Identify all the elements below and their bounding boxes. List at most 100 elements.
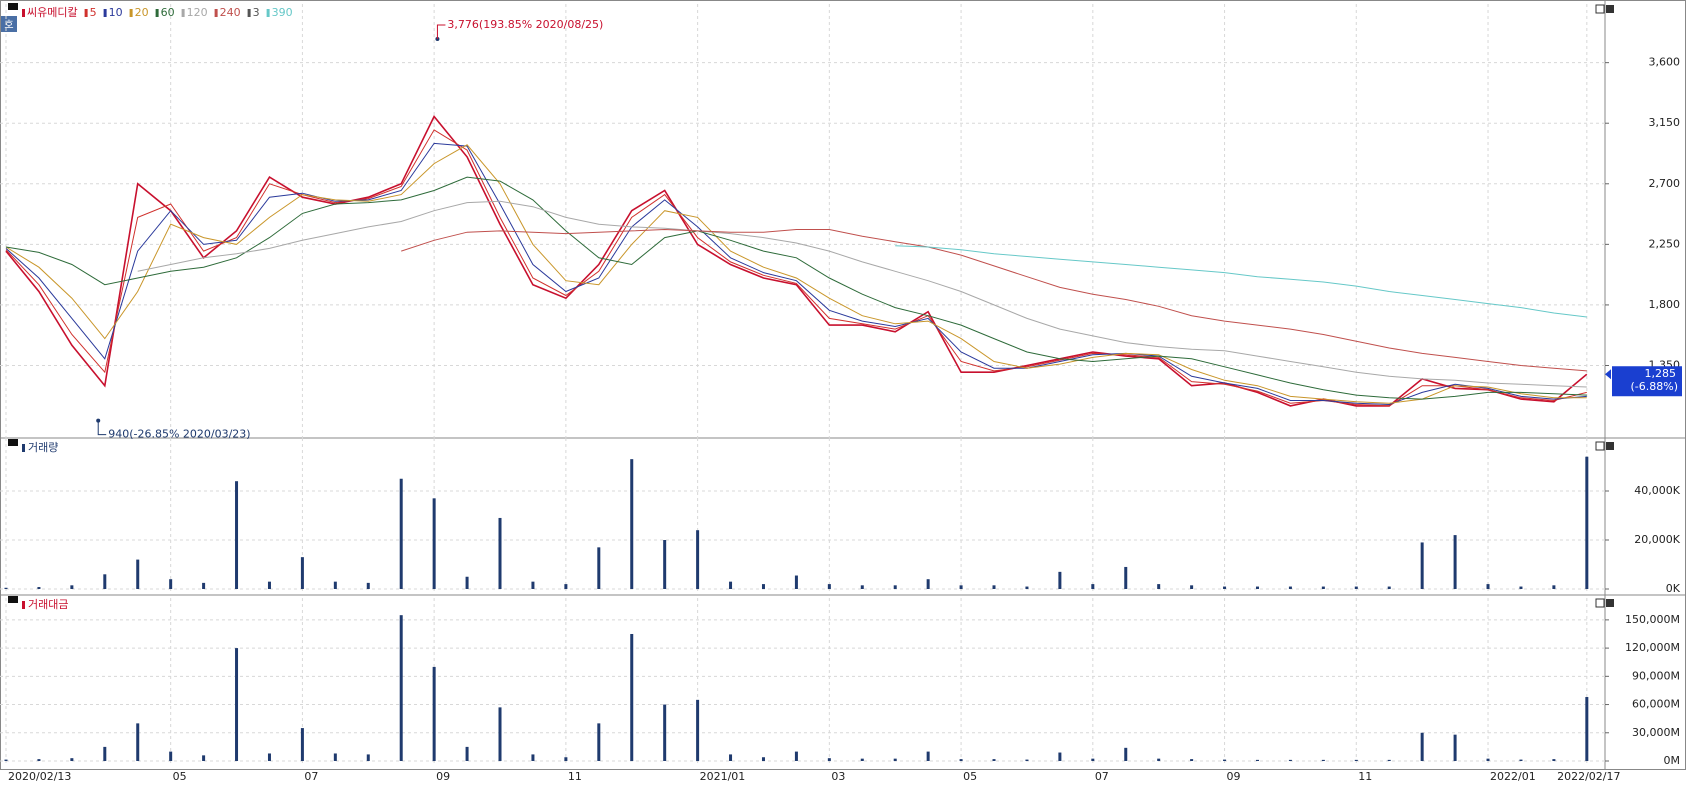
legend-label: 3 [253, 6, 260, 19]
series-line [895, 245, 1587, 318]
bar [893, 585, 897, 589]
x-tick-label: 2021/01 [700, 770, 746, 783]
bar [1124, 566, 1128, 589]
series-line [401, 228, 1587, 372]
y-tick-label: 150,000M [1625, 613, 1680, 626]
bar [70, 758, 74, 761]
bar [531, 581, 535, 589]
bar [1420, 732, 1424, 761]
last-price-arrow [1605, 369, 1611, 380]
bar [103, 746, 107, 761]
bar [959, 759, 963, 761]
bar [761, 757, 765, 761]
bar [564, 757, 568, 761]
bar [70, 585, 74, 589]
x-tick-label: 11 [568, 770, 582, 783]
bar [169, 579, 173, 589]
series-line [5, 129, 1587, 407]
bar [1585, 456, 1589, 589]
x-tick-label: 05 [963, 770, 977, 783]
window-buttons[interactable] [1595, 4, 1614, 608]
bar [1058, 571, 1062, 589]
bar [663, 704, 667, 761]
bar [1223, 586, 1227, 589]
legend-icon [8, 3, 18, 10]
annotation: 3,776(193.85% 2020/08/25) [447, 18, 603, 31]
bar [1453, 734, 1457, 761]
annotation-leader [97, 420, 107, 436]
bar [1387, 759, 1391, 761]
bar [103, 574, 107, 589]
bar [4, 759, 8, 761]
bar [926, 751, 930, 761]
y-tick-label: 0K [1666, 582, 1681, 595]
series-line [5, 142, 1587, 406]
bar [1190, 585, 1194, 589]
series-line [137, 200, 1587, 388]
bar [564, 584, 568, 589]
bar [1453, 535, 1457, 589]
bar [729, 581, 733, 589]
bar [1321, 759, 1325, 761]
series-line [5, 115, 1588, 407]
y-tick-label: 3,150 [1649, 116, 1681, 129]
panel-title: 거래량 [28, 441, 58, 454]
bar [1354, 586, 1358, 589]
side-button-label[interactable]: 호 [4, 19, 13, 31]
x-tick-label: 03 [831, 770, 845, 783]
panel-icon [8, 596, 18, 603]
bar [1387, 586, 1391, 589]
bar [827, 758, 831, 761]
x-tick-label: 2022/01 [1490, 770, 1536, 783]
x-tick-label: 2020/02/13 [8, 770, 71, 783]
series-line [5, 144, 1587, 404]
y-tick-label: 2,250 [1649, 237, 1681, 250]
y-tick-label: 60,000M [1632, 698, 1680, 711]
legend-swatch [22, 444, 25, 452]
y-tick-label: 1,800 [1649, 298, 1681, 311]
bar [333, 753, 337, 761]
bar [1585, 697, 1589, 761]
bar [1519, 586, 1523, 589]
bar [1321, 586, 1325, 589]
bar [136, 559, 140, 589]
bar [267, 581, 271, 589]
bar [630, 633, 634, 761]
bar [1025, 586, 1029, 589]
bar [1255, 586, 1259, 589]
y-tick-label: 3,600 [1649, 56, 1681, 69]
bar [860, 758, 864, 761]
side-button[interactable] [1, 16, 17, 32]
legend-label: 60 [161, 6, 175, 19]
panel-title: 거래대금 [28, 598, 68, 611]
legend-swatch [22, 9, 25, 17]
bar [1157, 758, 1161, 761]
legend-label: 20 [135, 6, 149, 19]
bar [959, 585, 963, 589]
bar [235, 648, 239, 761]
bar [1025, 759, 1029, 761]
bar [1486, 584, 1490, 589]
legend-swatch [84, 9, 88, 17]
bar [202, 755, 206, 761]
bar [300, 557, 304, 589]
legend-label: 120 [187, 6, 208, 19]
legend-swatch [155, 9, 159, 17]
y-tick-label: 40,000K [1634, 484, 1680, 497]
x-tick-label: 09 [436, 770, 450, 783]
bar [1420, 542, 1424, 589]
bar [169, 751, 173, 761]
x-tick-label: 2022/02/17 [1557, 770, 1620, 783]
bar [827, 584, 831, 589]
bar [1190, 759, 1194, 761]
x-tick-label: 05 [173, 770, 187, 783]
bar [1058, 752, 1062, 761]
bar [696, 530, 700, 589]
bar [992, 585, 996, 589]
bar [202, 582, 206, 589]
bar [1486, 758, 1490, 761]
legend-label: 5 [90, 6, 97, 19]
bar [1124, 747, 1128, 761]
bar [926, 579, 930, 589]
